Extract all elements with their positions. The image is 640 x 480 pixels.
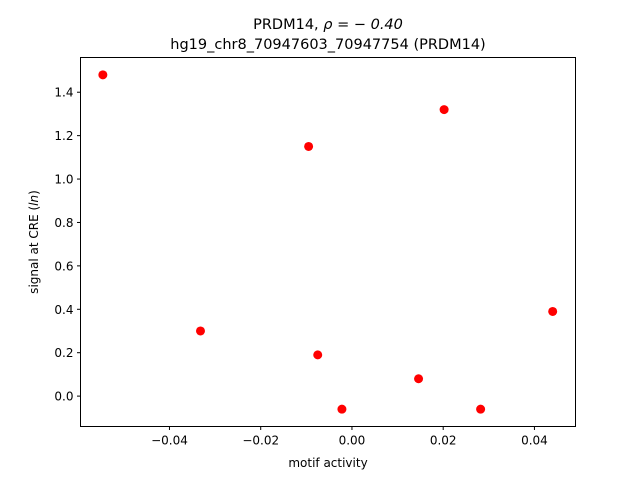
x-axis-label: motif activity — [288, 456, 367, 470]
chart-title-line1: PRDM14, ρ = − 0.40 — [253, 17, 403, 33]
chart-title-line2: hg19_chr8_70947603_70947754 (PRDM14) — [170, 37, 485, 53]
data-point — [313, 350, 323, 360]
y-tick-label: 1.4 — [54, 86, 73, 100]
x-tick-label: 0.04 — [521, 434, 548, 448]
y-axis: 0.0 0.2 0.4 0.6 0.8 1.0 1.2 1.4 — [54, 86, 81, 404]
y-tick-label: 0.8 — [54, 216, 73, 230]
data-point — [304, 141, 314, 151]
plot-area — [98, 70, 558, 414]
data-point — [98, 70, 108, 80]
y-tick-label: 0.2 — [54, 346, 73, 360]
data-point — [195, 326, 205, 336]
y-axis-label: signal at CRE (ln) — [27, 190, 41, 294]
y-tick-label: 0.6 — [54, 259, 73, 273]
y-tick-label: 1.0 — [54, 173, 73, 187]
y-tick-label: 1.2 — [54, 129, 73, 143]
x-tick-label: −0.04 — [151, 434, 188, 448]
x-axis: −0.04 −0.02 0.00 0.02 0.04 — [151, 426, 548, 448]
data-point — [414, 374, 424, 384]
axes-frame — [80, 57, 576, 427]
x-tick-label: 0.00 — [339, 434, 366, 448]
title-rho: ρ = − 0.40 — [323, 17, 403, 33]
data-point — [337, 404, 347, 414]
data-point — [439, 105, 449, 115]
y-tick-label: 0.4 — [54, 303, 73, 317]
y-tick-label: 0.0 — [54, 390, 73, 404]
data-point — [548, 306, 558, 316]
x-tick-label: −0.02 — [242, 434, 279, 448]
x-tick-label: 0.02 — [430, 434, 457, 448]
data-point — [476, 404, 486, 414]
